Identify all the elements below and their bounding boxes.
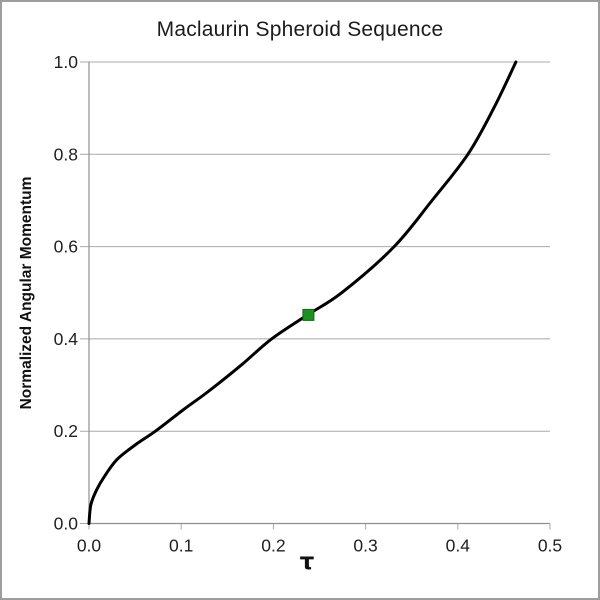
x-tick-label: 0.0 [77,536,102,556]
y-tick-label: 1.0 [54,52,79,72]
chart-title: Maclaurin Spheroid Sequence [156,18,444,41]
x-tick-label: 0.2 [261,536,285,556]
y-tick-label: 0.2 [54,421,78,441]
y-axis-title: Normalized Angular Momentum [18,176,35,410]
y-tick-label: 0.0 [54,514,79,534]
y-tick-label: 0.4 [54,329,79,349]
y-tick-label: 0.8 [54,144,78,164]
x-tick-label: 0.3 [353,536,377,556]
x-tick-label: 0.4 [446,536,471,556]
x-tick-label: 0.5 [538,536,562,556]
x-tick-label: 0.1 [169,536,193,556]
highlighted-point [302,308,315,321]
maclaurin-sequence-curve [87,60,518,525]
x-axis-title: τ [299,549,315,575]
y-tick-label: 0.6 [54,237,78,257]
